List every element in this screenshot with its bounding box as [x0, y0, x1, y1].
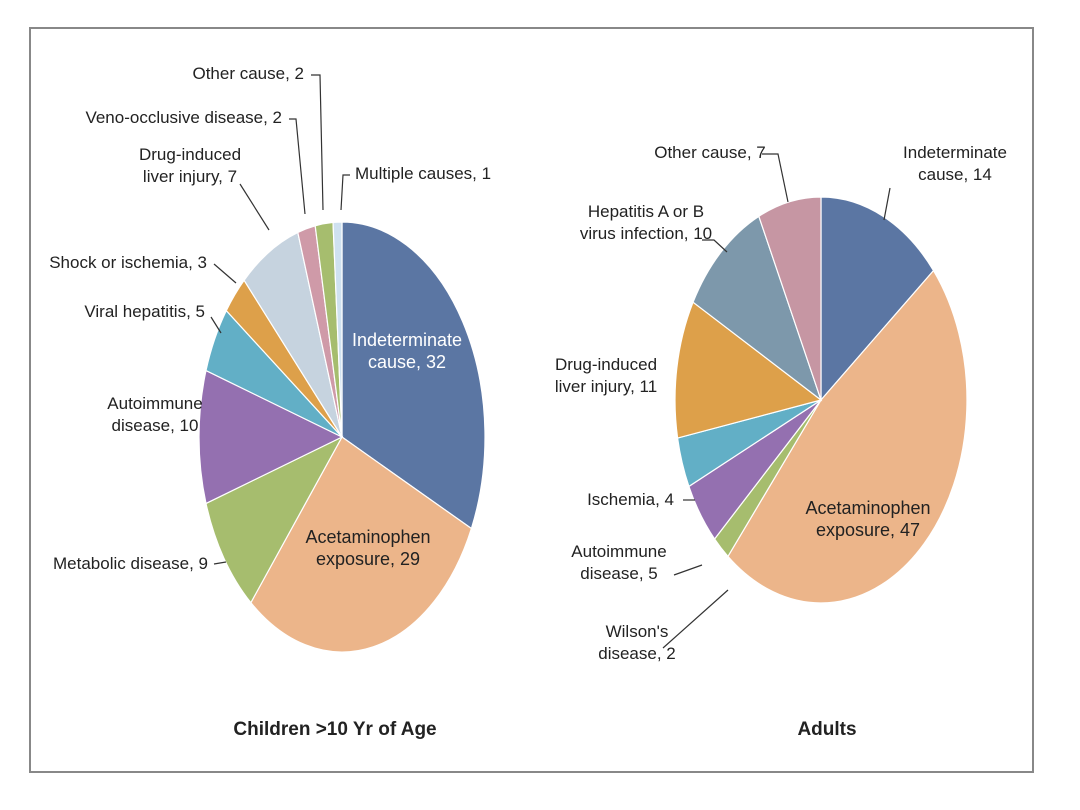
children-label-shock-or-ischemia: Shock or ischemia, 3: [49, 253, 207, 272]
children-leader-drug-induced-liver-injury: [239, 183, 270, 231]
children-leader-metabolic-disease: [213, 561, 227, 565]
adults-leader-indeterminate-cause: [883, 187, 891, 221]
children-leader-veno-occlusive-disease: [289, 118, 306, 215]
children-slice-acetaminophen-exposure: [250, 436, 473, 653]
children-label-drug-induced-liver-injury: Drug-induced liver injury, 7: [139, 145, 241, 186]
children-slice-metabolic-disease: [205, 435, 344, 604]
children-label-multiple-causes: Multiple causes, 1: [355, 164, 491, 183]
children-label-other-cause: Other cause, 2: [192, 64, 304, 83]
adults-label-indeterminate-cause: Indeterminate cause, 14: [903, 143, 1007, 184]
adults-label-autoimmune-disease: Autoimmune disease, 5: [571, 542, 666, 583]
children-chart-title: Children >10 Yr of Age: [233, 719, 436, 740]
adults-leader-wilson-s-disease: [662, 589, 729, 649]
adults-slice-acetaminophen-exposure: [727, 269, 968, 604]
children-label-metabolic-disease: Metabolic disease, 9: [53, 554, 208, 573]
children-slice-multiple-causes: [332, 221, 343, 438]
adults-slice-hepatitis-a-or-b-virus-infection: [692, 215, 823, 402]
adults-leader-hepatitis-a-or-b-virus-infection: [702, 239, 728, 253]
children-label-indeterminate-cause: Indeterminate cause, 32: [352, 330, 462, 372]
adults-label-drug-induced-liver-injury: Drug-induced liver injury, 11: [555, 355, 657, 396]
adults-slice-indeterminate-cause: [820, 196, 935, 402]
adults-label-other-cause: Other cause, 7: [654, 143, 766, 162]
children-leader-shock-or-ischemia: [213, 263, 237, 284]
children-slice-indeterminate-cause: [341, 221, 486, 530]
adults-pie-chart: Indeterminate cause, 14 Acetaminophen expos…: [555, 143, 1007, 740]
adults-label-wilson-s-disease: Wilson's disease, 2: [598, 622, 676, 663]
children-label-viral-hepatitis: Viral hepatitis, 5: [84, 302, 205, 321]
children-label-autoimmune-disease: Autoimmune disease, 10: [107, 394, 202, 435]
adults-label-ischemia: Ischemia, 4: [587, 490, 674, 509]
adults-slice-drug-induced-liver-injury: [674, 301, 823, 439]
children-slice-autoimmune-disease: [198, 369, 344, 505]
children-leader-other-cause: [311, 74, 324, 211]
children-label-veno-occlusive-disease: Veno-occlusive disease, 2: [85, 108, 282, 127]
children-pie-chart: Indeterminate cause, 32 Acetaminophen expos…: [49, 64, 491, 740]
children-leader-multiple-causes: [340, 174, 350, 211]
children-label-acetaminophen-exposure: Acetaminophen exposure, 29: [305, 527, 430, 569]
adults-leader-other-cause: [762, 153, 789, 203]
adults-slice-other-cause: [758, 196, 822, 401]
adults-label-acetaminophen-exposure: Acetaminophen exposure, 47: [805, 498, 930, 540]
adults-leader-autoimmune-disease: [673, 564, 703, 576]
adults-chart-title: Adults: [797, 719, 856, 740]
children-leader-viral-hepatitis: [210, 316, 222, 334]
